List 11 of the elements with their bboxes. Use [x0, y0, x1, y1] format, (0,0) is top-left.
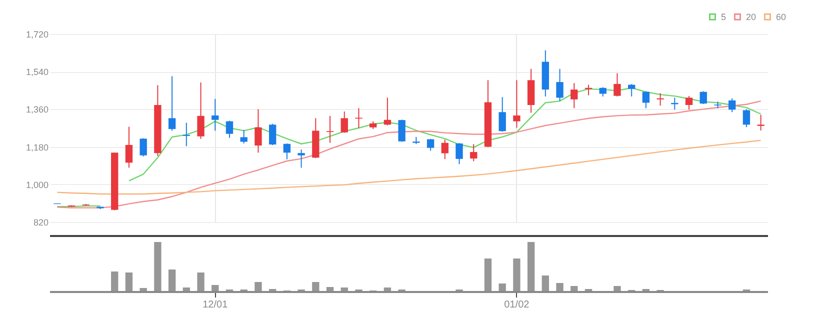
y-tick-label: 1,540 — [26, 67, 48, 78]
y-tick-label: 1,000 — [26, 180, 48, 190]
legend-label: 5 — [721, 12, 726, 22]
legend-label: 20 — [746, 12, 756, 22]
x-tick-label: 01/02 — [504, 300, 530, 310]
y-tick-label: 820 — [33, 218, 48, 228]
y-tick-label: 1,360 — [26, 104, 48, 115]
y-tick-label: 1,180 — [26, 142, 48, 152]
y-tick-label: 1,720 — [26, 30, 48, 40]
x-tick-label: 12/01 — [202, 300, 228, 310]
legend-label: 60 — [776, 12, 786, 22]
